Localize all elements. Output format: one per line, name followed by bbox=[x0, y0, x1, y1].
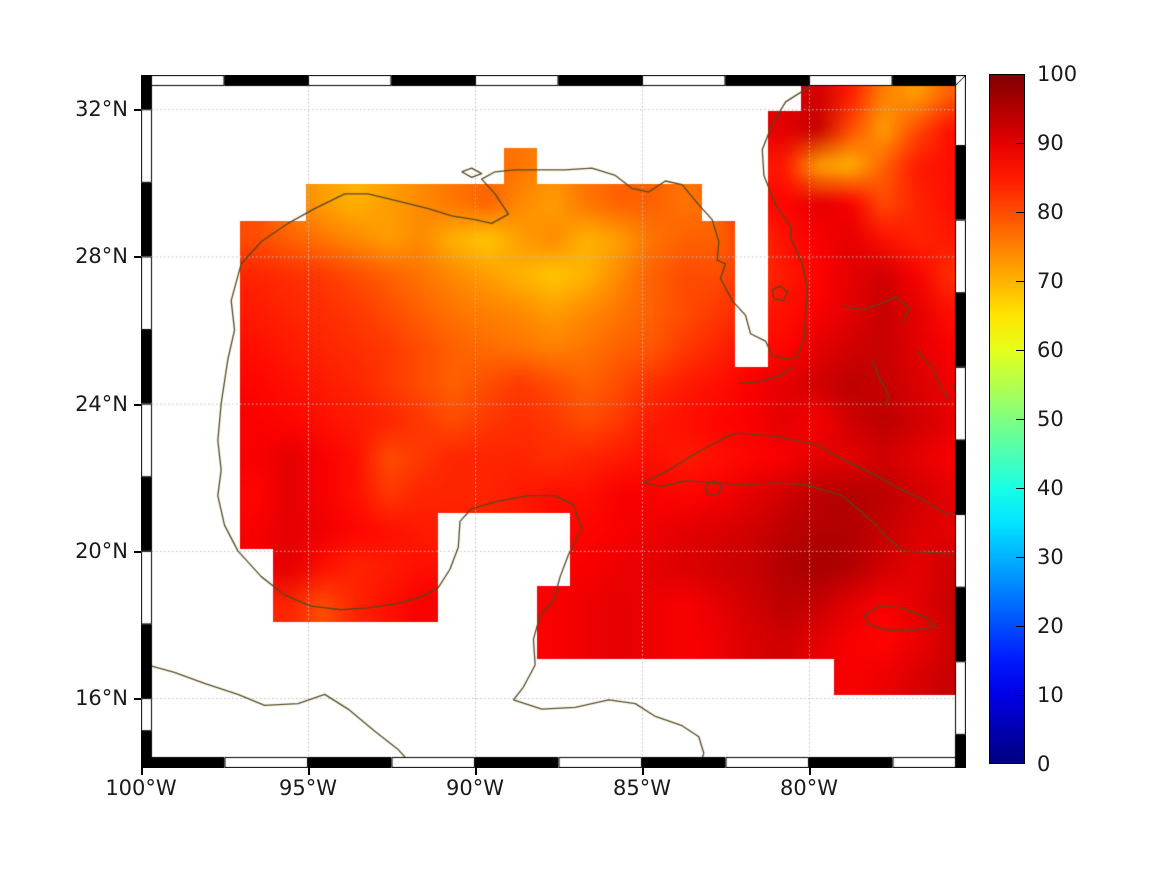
x-tick-label: 100°W bbox=[105, 776, 177, 800]
x-tick-mark bbox=[642, 768, 644, 775]
x-tick-mark bbox=[141, 768, 143, 775]
colorbar-tick-label: 90 bbox=[1037, 131, 1064, 155]
colorbar-tick-mark bbox=[1016, 350, 1025, 351]
colorbar-tick-label: 30 bbox=[1037, 545, 1064, 569]
colorbar-tick-mark bbox=[1016, 419, 1025, 420]
x-tick-label: 80°W bbox=[780, 776, 839, 800]
colorbar-tick-mark bbox=[1016, 281, 1025, 282]
colorbar-tick-label: 0 bbox=[1037, 752, 1051, 776]
colorbar-tick-label: 80 bbox=[1037, 200, 1064, 224]
x-tick-label: 90°W bbox=[446, 776, 504, 800]
x-tick-label: 95°W bbox=[279, 776, 337, 800]
x-tick-label: 85°W bbox=[613, 776, 671, 800]
colorbar-tick-label: 20 bbox=[1037, 614, 1064, 638]
x-tick-mark bbox=[809, 768, 812, 775]
y-tick-label: 20°N bbox=[75, 538, 128, 563]
colorbar-tick-mark bbox=[1016, 143, 1025, 144]
y-tick-mark bbox=[134, 550, 141, 553]
y-tick-label: 16°N bbox=[75, 686, 128, 711]
colorbar-tick-label: 100 bbox=[1037, 62, 1078, 86]
colorbar-tick-mark bbox=[1016, 488, 1025, 489]
colorbar-tick-label: 40 bbox=[1037, 476, 1064, 500]
y-tick-label: 32°N bbox=[75, 97, 128, 122]
y-tick-label: 24°N bbox=[75, 391, 128, 416]
colorbar-tick-mark bbox=[1016, 557, 1025, 558]
colorbar-tick-label: 50 bbox=[1037, 407, 1064, 431]
y-tick-mark bbox=[134, 403, 141, 406]
y-tick-label: 28°N bbox=[75, 244, 128, 269]
y-tick-mark bbox=[134, 698, 141, 701]
colorbar-tick-label: 10 bbox=[1037, 683, 1064, 707]
y-tick-mark bbox=[134, 109, 141, 112]
x-tick-mark bbox=[475, 768, 477, 775]
x-tick-mark bbox=[308, 768, 310, 775]
colorbar-tick-mark bbox=[1016, 212, 1025, 213]
y-tick-mark bbox=[134, 256, 141, 259]
map-plot-area bbox=[141, 75, 966, 768]
colorbar-tick-mark bbox=[1016, 695, 1025, 696]
colorbar-tick-label: 60 bbox=[1037, 338, 1064, 362]
colorbar-tick-label: 70 bbox=[1037, 269, 1064, 293]
colorbar-tick-mark bbox=[1016, 626, 1025, 627]
